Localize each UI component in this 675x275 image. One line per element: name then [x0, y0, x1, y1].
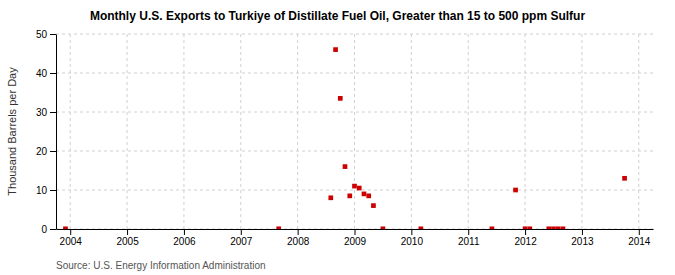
- y-axis: 0 10 20 30 40 50: [36, 29, 57, 235]
- x-axis-tick: 2012: [514, 229, 537, 247]
- x-axis-tick-mark: [525, 229, 526, 235]
- point: [328, 195, 333, 200]
- x-axis-tick: 2010: [401, 229, 424, 247]
- y-axis-tick: 0: [41, 224, 56, 235]
- x-axis-tick-mark: [468, 229, 469, 235]
- plot-area: 2004200520062007200820092010201120122013…: [36, 29, 654, 247]
- grid-line: [354, 34, 355, 229]
- y-axis-line: [56, 35, 57, 230]
- point: [546, 226, 551, 229]
- point: [362, 192, 367, 197]
- x-axis-tick: 2005: [116, 229, 139, 247]
- y-axis-tick: 20: [36, 146, 56, 157]
- x-axis-tick-label: 2009: [344, 236, 367, 247]
- y-axis-tick: 50: [36, 29, 56, 40]
- y-axis-tick-label: 30: [36, 107, 48, 118]
- grid-line: [183, 34, 184, 229]
- x-axis-tick-mark: [582, 229, 583, 235]
- y-axis-tick-mark: [50, 151, 56, 152]
- x-axis-tick-label: 2008: [287, 236, 310, 247]
- point: [551, 226, 556, 229]
- x-axis-tick: 2008: [287, 229, 310, 247]
- grid-line: [297, 34, 298, 229]
- x-axis-tick-label: 2013: [571, 236, 594, 247]
- grid-line: [127, 34, 128, 229]
- point: [513, 188, 518, 193]
- x-axis-tick-label: 2007: [230, 236, 253, 247]
- y-axis-tick-mark: [50, 190, 56, 191]
- x-axis-tick-mark: [127, 229, 128, 235]
- point: [338, 96, 343, 101]
- x-axis-tick: 2009: [344, 229, 367, 247]
- point: [490, 226, 495, 229]
- x-axis-tick-mark: [355, 229, 356, 235]
- point: [622, 176, 627, 181]
- grid-line: [240, 34, 241, 229]
- x-axis: 2004 2005 2006 2007 2008 2009 2010 2011 2012 2013…: [57, 229, 654, 247]
- y-axis-tick-mark: [50, 112, 56, 113]
- y-axis-tick-label: 40: [36, 68, 48, 79]
- point: [556, 226, 561, 229]
- x-axis-tick: 2011: [458, 229, 480, 247]
- x-axis-tick: 2007: [230, 229, 253, 247]
- point: [371, 203, 376, 208]
- y-axis-tick-label: 10: [36, 185, 48, 196]
- point: [527, 226, 532, 229]
- y-axis-tick-label: 0: [41, 224, 47, 235]
- grid-line: [70, 34, 71, 229]
- y-axis-tick-mark: [50, 73, 56, 74]
- point: [343, 164, 348, 169]
- x-axis-tick-mark: [639, 229, 640, 235]
- grid-line: [411, 34, 412, 229]
- point: [276, 226, 281, 229]
- point: [347, 194, 352, 199]
- x-axis-tick: 2006: [173, 229, 196, 247]
- x-axis-tick-mark: [411, 229, 412, 235]
- annotation: Source: U.S. Energy Information Administ…: [56, 260, 266, 271]
- x-axis-tick-label: 2004: [60, 236, 83, 247]
- x-axis-tick-mark: [298, 229, 299, 235]
- point: [381, 226, 386, 229]
- grid-line: [525, 34, 526, 229]
- grid-line: [581, 34, 582, 229]
- title: Monthly U.S. Exports to Turkiye of Disti…: [90, 9, 586, 23]
- y-axis-tick-label: 20: [36, 146, 48, 157]
- x-axis-tick: 2014: [628, 229, 651, 247]
- grid: [56, 34, 653, 229]
- point: [419, 226, 424, 229]
- y-axis-tick: 30: [36, 107, 56, 118]
- y-axis-tick-label: 50: [36, 29, 48, 40]
- y-axis-title: Thousand Barrels per Day: [6, 67, 18, 196]
- x-axis-tick-label: 2006: [173, 236, 196, 247]
- chart: 2004200520062007200820092010201120122013…: [0, 0, 675, 275]
- y-axis-tick-mark: [50, 34, 56, 35]
- point: [366, 194, 371, 199]
- x-axis-tick-mark: [70, 229, 71, 235]
- grid-line: [638, 34, 639, 229]
- point: [357, 186, 362, 191]
- x-axis-tick: 2013: [571, 229, 594, 247]
- grid-line: [468, 34, 469, 229]
- x-axis-tick-mark: [241, 229, 242, 235]
- x-axis-tick-label: 2014: [628, 236, 651, 247]
- point: [523, 226, 528, 229]
- x-axis-tick-label: 2012: [514, 236, 537, 247]
- y-axis-tick: 10: [36, 185, 56, 196]
- point: [63, 226, 68, 229]
- x-axis-tick-label: 2005: [116, 236, 139, 247]
- x-axis-tick-mark: [184, 229, 185, 235]
- point: [561, 226, 566, 229]
- point: [352, 184, 357, 189]
- x-axis-tick: 2004: [60, 229, 83, 247]
- points: [63, 47, 627, 229]
- y-axis-tick-mark: [50, 229, 56, 230]
- point: [333, 47, 338, 52]
- y-axis-tick: 40: [36, 68, 56, 79]
- x-axis-tick-label: 2011: [458, 236, 480, 247]
- x-axis-tick-label: 2010: [401, 236, 424, 247]
